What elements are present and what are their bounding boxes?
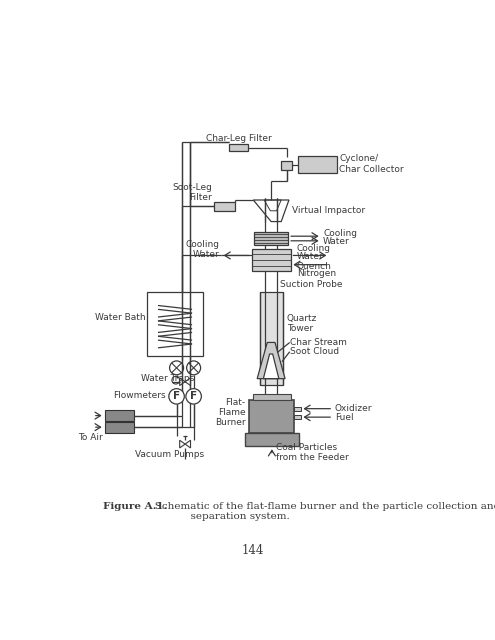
Bar	[249, 400, 295, 433]
Text: Cyclone/
Char Collector: Cyclone/ Char Collector	[340, 154, 404, 173]
Text: Flowmeters: Flowmeters	[113, 391, 166, 400]
Text: Fuel: Fuel	[335, 413, 353, 422]
Bar	[104, 422, 134, 433]
Bar	[252, 249, 291, 271]
Text: Coal Particles
from the Feeder: Coal Particles from the Feeder	[276, 443, 348, 462]
Text: F: F	[173, 391, 180, 401]
Text: Suction Probe: Suction Probe	[281, 280, 343, 289]
Text: Oxidizer: Oxidizer	[335, 404, 372, 413]
Bar	[229, 144, 248, 152]
Text: Nitrogen: Nitrogen	[297, 269, 336, 278]
Text: Cooling: Cooling	[323, 229, 357, 238]
Text: 144: 144	[242, 544, 264, 557]
Text: Virtual Impactor: Virtual Impactor	[292, 206, 365, 215]
Text: To Air: To Air	[78, 433, 103, 442]
Bar	[214, 202, 236, 211]
Text: Figure A.1.: Figure A.1.	[103, 502, 167, 511]
Text: Water Traps: Water Traps	[141, 374, 194, 383]
Text: Char Stream: Char Stream	[291, 338, 347, 347]
Bar	[252, 394, 291, 400]
Text: Flat-
Flame
Burner: Flat- Flame Burner	[215, 397, 246, 428]
Polygon shape	[263, 354, 279, 379]
Text: Quartz
Tower: Quartz Tower	[287, 314, 317, 333]
Text: Water: Water	[323, 237, 350, 246]
Text: Soot Cloud: Soot Cloud	[291, 347, 340, 356]
Circle shape	[169, 388, 184, 404]
Text: Water Bath: Water Bath	[95, 314, 146, 323]
Bar	[259, 292, 283, 385]
Bar	[147, 292, 203, 356]
Polygon shape	[257, 342, 285, 379]
Text: Soot-Leg
Filter: Soot-Leg Filter	[172, 182, 212, 202]
Text: Char-Leg Filter: Char-Leg Filter	[206, 134, 271, 143]
Bar	[295, 415, 300, 419]
Text: Quench: Quench	[297, 262, 332, 271]
Circle shape	[186, 388, 201, 404]
Bar	[281, 161, 292, 170]
Bar	[104, 410, 134, 421]
Bar	[245, 433, 299, 447]
Text: F: F	[190, 391, 197, 401]
Bar	[295, 407, 300, 411]
Bar	[298, 156, 337, 173]
Text: Schematic of the flat-flame burner and the particle collection and
             : Schematic of the flat-flame burner and t…	[145, 502, 495, 521]
Text: Cooling: Cooling	[297, 244, 331, 253]
Text: Vacuum Pumps: Vacuum Pumps	[135, 451, 204, 460]
Bar	[254, 232, 288, 244]
Text: Water: Water	[297, 252, 323, 260]
Text: Cooling
Water: Cooling Water	[185, 239, 219, 259]
